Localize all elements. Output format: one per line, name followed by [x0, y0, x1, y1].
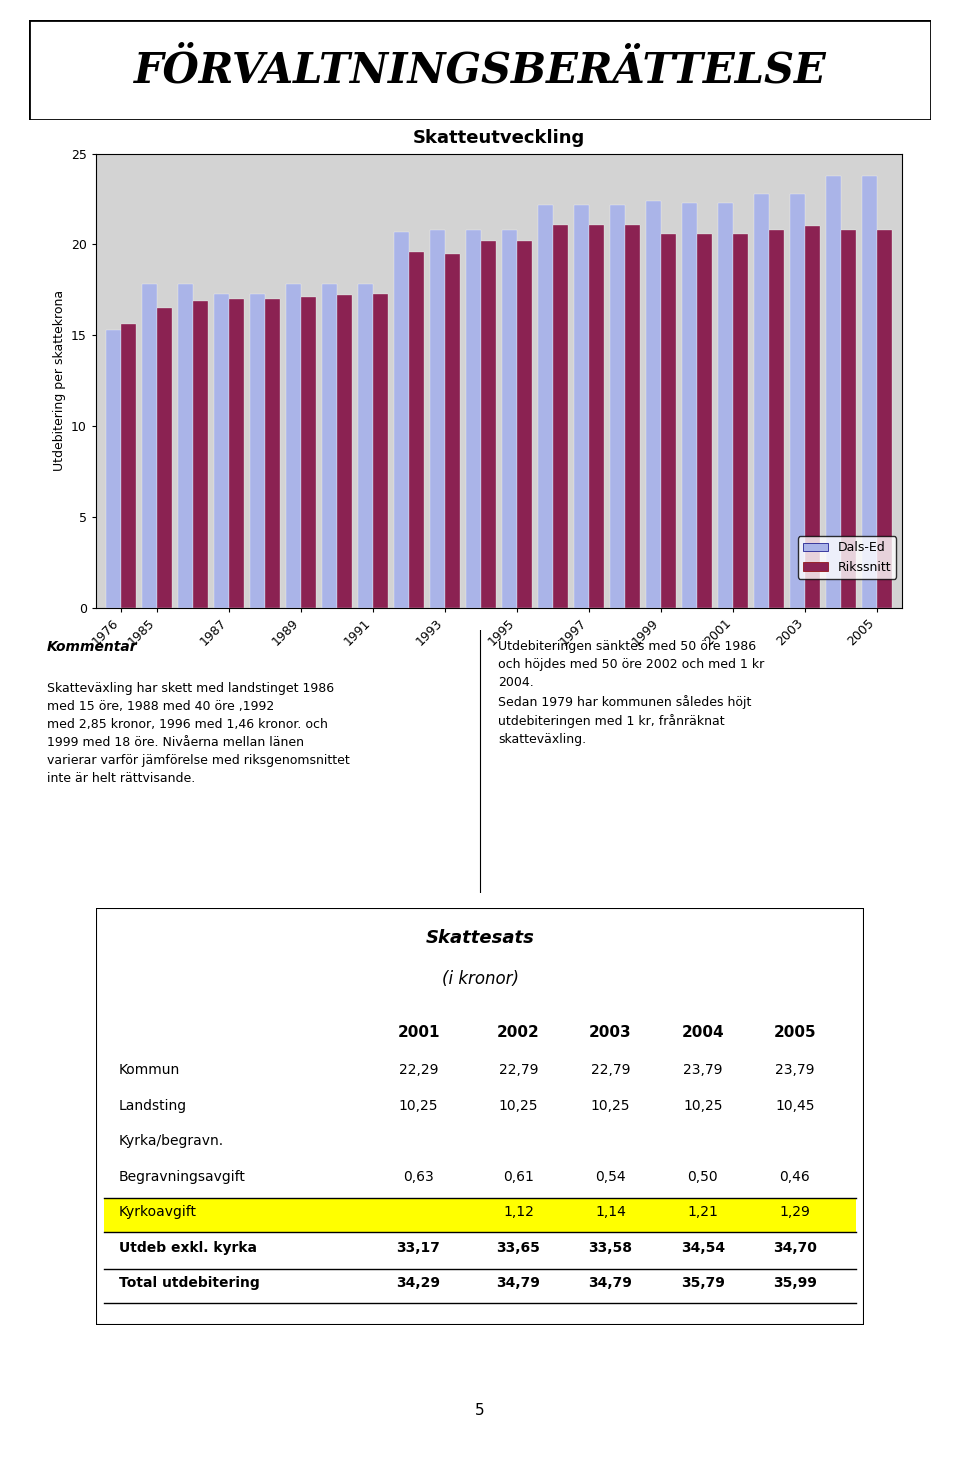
Text: 34,79: 34,79 — [588, 1277, 633, 1290]
Text: 2004: 2004 — [682, 1025, 724, 1039]
Text: 33,65: 33,65 — [496, 1240, 540, 1255]
Text: Kyrkoavgift: Kyrkoavgift — [119, 1205, 197, 1220]
Bar — [841, 230, 856, 608]
Text: 2002: 2002 — [497, 1025, 540, 1039]
Bar — [265, 299, 280, 608]
Text: 2003: 2003 — [589, 1025, 632, 1039]
Bar — [718, 202, 733, 608]
Bar — [661, 234, 676, 608]
Bar — [826, 176, 841, 608]
Bar — [862, 176, 877, 608]
Bar — [754, 193, 769, 608]
Bar — [142, 284, 157, 608]
Text: 33,17: 33,17 — [396, 1240, 441, 1255]
Text: 10,25: 10,25 — [683, 1098, 723, 1113]
Bar — [646, 201, 661, 608]
FancyBboxPatch shape — [104, 1198, 856, 1231]
Bar — [502, 230, 517, 608]
Bar — [179, 284, 193, 608]
Y-axis label: Utdebitering per skattekrona: Utdebitering per skattekrona — [53, 290, 65, 471]
Text: FÖRVALTNINGSBERÄTTELSE: FÖRVALTNINGSBERÄTTELSE — [133, 50, 827, 91]
Bar — [517, 242, 532, 608]
Text: 1,29: 1,29 — [780, 1205, 810, 1220]
Text: 22,79: 22,79 — [498, 1063, 539, 1078]
Text: 2005: 2005 — [774, 1025, 816, 1039]
Bar — [322, 284, 337, 608]
Bar — [106, 329, 121, 608]
Text: 10,25: 10,25 — [590, 1098, 631, 1113]
Bar — [611, 205, 625, 608]
Bar — [625, 224, 640, 608]
Bar — [337, 296, 352, 608]
Text: 0,54: 0,54 — [595, 1170, 626, 1183]
Bar — [214, 293, 229, 608]
FancyBboxPatch shape — [29, 20, 931, 120]
Text: 34,29: 34,29 — [396, 1277, 441, 1290]
Text: 1,21: 1,21 — [687, 1205, 718, 1220]
Text: 2001: 2001 — [397, 1025, 440, 1039]
Bar — [682, 202, 697, 608]
Text: Kyrka/begravn.: Kyrka/begravn. — [119, 1135, 225, 1148]
Title: Skatteutveckling: Skatteutveckling — [413, 129, 586, 146]
Legend: Dals-Ed, Rikssnitt: Dals-Ed, Rikssnitt — [798, 536, 896, 578]
Text: Utdeb exkl. kyrka: Utdeb exkl. kyrka — [119, 1240, 257, 1255]
Text: Utdebiteringen sänktes med 50 öre 1986
och höjdes med 50 öre 2002 och med 1 kr
2: Utdebiteringen sänktes med 50 öre 1986 o… — [498, 640, 764, 747]
Bar — [229, 299, 244, 608]
Text: 35,79: 35,79 — [681, 1277, 725, 1290]
Text: 22,79: 22,79 — [590, 1063, 631, 1078]
Bar — [445, 253, 461, 608]
Bar — [430, 230, 445, 608]
Bar — [373, 293, 388, 608]
Bar — [250, 293, 265, 608]
Bar — [538, 205, 553, 608]
Text: Kommun: Kommun — [119, 1063, 180, 1078]
Text: 0,63: 0,63 — [403, 1170, 434, 1183]
Bar — [193, 300, 208, 608]
Bar — [394, 231, 409, 608]
Text: 22,29: 22,29 — [398, 1063, 439, 1078]
FancyBboxPatch shape — [96, 908, 864, 1325]
Text: 23,79: 23,79 — [683, 1063, 723, 1078]
Bar — [769, 230, 784, 608]
Text: 0,46: 0,46 — [780, 1170, 810, 1183]
Text: 1,14: 1,14 — [595, 1205, 626, 1220]
Bar — [121, 325, 136, 608]
Bar — [409, 252, 424, 608]
Text: 34,70: 34,70 — [773, 1240, 817, 1255]
Text: Landsting: Landsting — [119, 1098, 187, 1113]
Bar — [790, 193, 805, 608]
Text: 10,25: 10,25 — [398, 1098, 439, 1113]
Bar — [733, 234, 749, 608]
Text: Total utdebitering: Total utdebitering — [119, 1277, 260, 1290]
Bar — [481, 242, 496, 608]
Bar — [805, 227, 821, 608]
Bar — [553, 224, 568, 608]
Text: 34,79: 34,79 — [496, 1277, 540, 1290]
Bar — [697, 234, 712, 608]
Text: Kommentar: Kommentar — [47, 640, 137, 654]
Bar — [589, 224, 605, 608]
Bar — [157, 307, 173, 608]
Bar — [301, 297, 317, 608]
Bar — [877, 230, 893, 608]
Text: 5: 5 — [475, 1403, 485, 1417]
Text: 10,25: 10,25 — [498, 1098, 539, 1113]
Text: 23,79: 23,79 — [775, 1063, 815, 1078]
Bar — [358, 284, 373, 608]
Text: 34,54: 34,54 — [681, 1240, 725, 1255]
Text: Begravningsavgift: Begravningsavgift — [119, 1170, 246, 1183]
Text: 35,99: 35,99 — [773, 1277, 817, 1290]
Bar — [286, 284, 301, 608]
Text: Skattesats: Skattesats — [425, 928, 535, 947]
Bar — [574, 205, 589, 608]
Text: 0,50: 0,50 — [687, 1170, 718, 1183]
Text: (i kronor): (i kronor) — [442, 971, 518, 988]
Text: 1,12: 1,12 — [503, 1205, 534, 1220]
Text: Skatteväxling har skett med landstinget 1986
med 15 öre, 1988 med 40 öre ,1992
m: Skatteväxling har skett med landstinget … — [47, 682, 349, 785]
Text: 33,58: 33,58 — [588, 1240, 633, 1255]
Text: 10,45: 10,45 — [775, 1098, 815, 1113]
Bar — [466, 230, 481, 608]
Text: 0,61: 0,61 — [503, 1170, 534, 1183]
